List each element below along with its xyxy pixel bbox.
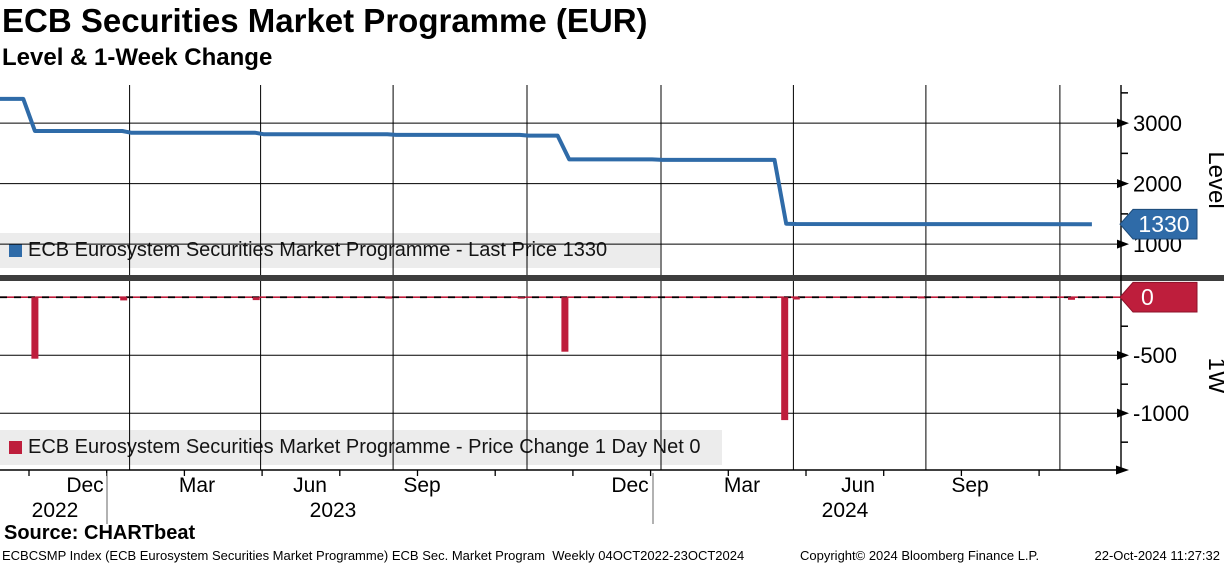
level-tick-label: 1000 [1133,232,1182,257]
change-axis-title: 1W [1203,358,1224,394]
x-axis-arrow [1116,465,1129,475]
month-label: Mar [179,474,215,497]
level-tick-label: 2000 [1133,172,1182,197]
level-series-label: ECB Eurosystem Securities Market Program… [28,239,608,261]
change-bar [1068,297,1075,300]
change-bar [385,297,393,299]
level-axis-title: Level [1203,151,1224,208]
change-bar [31,297,39,359]
change-bar [650,297,658,299]
level-last-price-tag [1119,208,1198,240]
month-label: Sep [403,474,440,497]
level-series-swatch [9,244,22,257]
footer-description: ECBCSMP Index (ECB Eurosystem Securities… [2,548,745,563]
footer-timestamp: 22-Oct-2024 11:27:32 [1094,548,1220,563]
year-label: 2023 [310,499,357,522]
level-last-price-tag-label: 1330 [1138,211,1189,237]
change-net-tag [1119,281,1198,313]
change-axis-arrow [1117,408,1129,418]
change-tick-label: -500 [1133,343,1177,368]
month-label: Mar [724,474,760,497]
month-label: Dec [611,474,648,497]
change-axis-arrow [1117,350,1129,360]
legend-item-level[interactable]: ECB Eurosystem Securities Market Program… [0,233,660,268]
change-bar [918,297,925,299]
level-axis-arrow [1117,179,1129,189]
change-bar [561,297,569,352]
change-bar [252,297,260,301]
month-label: Sep [951,474,988,497]
legend-item-change[interactable]: ECB Eurosystem Securities Market Program… [0,430,722,465]
chart-title: ECB Securities Market Programme (EUR) [2,2,648,39]
panel-separator [0,275,1224,281]
change-bar [517,297,525,299]
month-label: Jun [293,474,327,497]
month-label: Dec [66,474,103,497]
chart-subtitle: Level & 1-Week Change [2,44,273,71]
change-tick-label: -1000 [1133,401,1189,426]
change-bar [120,297,128,301]
change-net-tag-label: 0 [1141,284,1154,310]
change-series-swatch [9,441,22,454]
level-axis-arrow [1117,239,1129,249]
change-bar [781,297,789,421]
footer-copyright: Copyright© 2024 Bloomberg Finance L.P. [800,548,1040,563]
level-axis-arrow [1117,118,1129,128]
source-label: Source: CHARTbeat [4,522,196,544]
change-bar [792,297,800,300]
year-label: 2024 [822,499,869,522]
level-line-series [0,96,1092,227]
level-tick-label: 3000 [1133,111,1182,136]
month-label: Jun [841,474,875,497]
year-label: 2022 [32,499,79,522]
change-series-label: ECB Eurosystem Securities Market Program… [28,436,701,458]
footer-row: ECBCSMP Index (ECB Eurosystem Securities… [0,548,1224,564]
